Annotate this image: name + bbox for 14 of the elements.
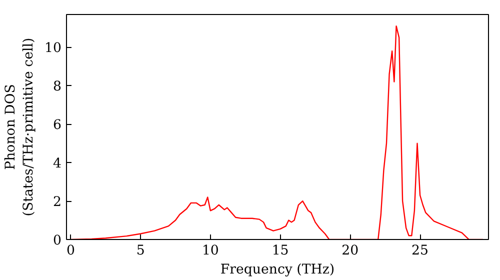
- y-tick-label: 6: [53, 118, 62, 134]
- y-axis-title: Phonon DOS (States/THz·primitive cell): [4, 38, 37, 216]
- x-tick-label: 0: [66, 244, 75, 258]
- x-tick-label: 15: [272, 244, 289, 258]
- y-tick-label: 0: [53, 234, 62, 248]
- y-tick-label: 4: [53, 156, 62, 172]
- y-tick-label: 8: [53, 80, 62, 95]
- x-tick-label: 20: [342, 244, 359, 258]
- x-tick-label: 5: [136, 244, 145, 258]
- y-tick-label: 10: [44, 41, 62, 56]
- y-tick-label: 2: [53, 195, 62, 210]
- x-tick-label: 25: [412, 244, 429, 258]
- x-axis-title: Frequency (THz): [220, 262, 335, 278]
- x-tick-label: 10: [202, 244, 219, 258]
